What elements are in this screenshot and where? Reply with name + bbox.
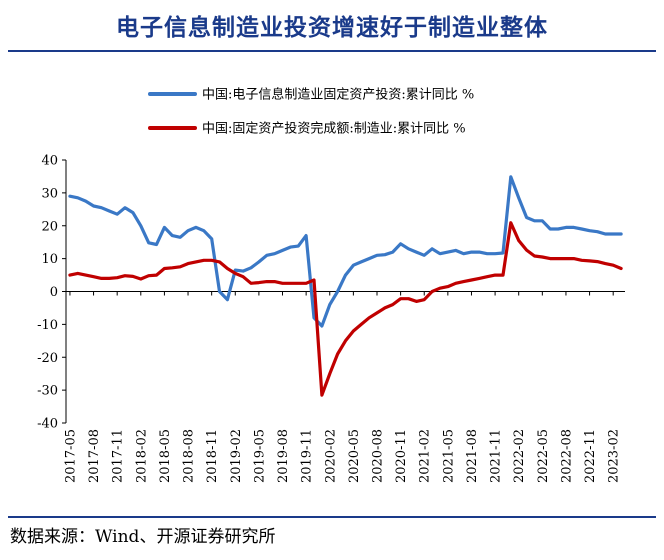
y-tick-label: 20 <box>41 219 58 234</box>
x-tick-label: 2023-02 <box>607 429 622 483</box>
chart-legend: 中国:电子信息制造业固定资产投资:累计同比 % 中国:固定资产投资完成额:制造业:… <box>148 87 474 137</box>
y-tick-label: 30 <box>41 186 58 201</box>
x-tick-label: 2018-11 <box>205 429 220 483</box>
y-tick-label: 0 <box>50 285 58 300</box>
y-tick-label: 40 <box>41 154 58 169</box>
x-tick-label: 2017-08 <box>87 429 102 483</box>
x-tick-label: 2020-11 <box>394 429 409 483</box>
x-tick-label: 2019-11 <box>300 429 315 483</box>
y-tick-label: -30 <box>37 384 58 399</box>
y-tick-label: 10 <box>41 252 58 267</box>
x-tick-label: 2022-05 <box>536 429 551 483</box>
x-tick-label: 2021-05 <box>441 429 456 483</box>
x-tick-label: 2022-11 <box>583 429 598 483</box>
y-tick-label: -20 <box>37 351 58 366</box>
x-tick-label: 2017-11 <box>111 429 126 483</box>
title-divider <box>8 50 656 52</box>
x-tick-label: 2021-08 <box>465 429 480 483</box>
x-tick-label: 2019-05 <box>252 429 267 483</box>
chart-title: 电子信息制造业投资增速好于制造业整体 <box>116 14 548 41</box>
x-tick-label: 2021-11 <box>489 429 504 483</box>
x-tick-label: 2020-08 <box>370 429 385 483</box>
series-line-1 <box>68 175 623 328</box>
x-tick-label: 2022-08 <box>559 429 574 483</box>
x-tick-label: 2018-05 <box>158 429 173 483</box>
x-tick-label: 2019-02 <box>229 429 244 483</box>
x-tick-label: 2021-02 <box>418 429 433 483</box>
chart-series <box>68 175 623 397</box>
x-tick-label: 2020-05 <box>347 429 362 483</box>
series-line-2 <box>68 221 623 397</box>
x-tick-label: 2019-08 <box>276 429 291 483</box>
x-tick-label: 2018-02 <box>134 429 149 483</box>
source-note: 数据来源：Wind、开源证券研究所 <box>10 527 276 547</box>
x-tick-label: 2020-02 <box>323 429 338 483</box>
x-tick-label: 2017-05 <box>63 429 78 483</box>
x-tick-label: 2018-08 <box>182 429 197 483</box>
legend-label-1: 中国:电子信息制造业固定资产投资:累计同比 % <box>202 87 474 103</box>
y-tick-label: -40 <box>37 417 58 432</box>
legend-label-2: 中国:固定资产投资完成额:制造业:累计同比 % <box>202 121 466 137</box>
y-tick-label: -10 <box>37 318 58 333</box>
x-tick-label: 2022-02 <box>512 429 527 483</box>
chart-axes: 40 30 20 10 0 -10 -20 -30 -40 2017-05 2017-08 2017-… <box>37 154 625 483</box>
line-chart: 中国:电子信息制造业固定资产投资:累计同比 % 中国:固定资产投资完成额:制造业:… <box>37 87 625 483</box>
source-divider <box>8 516 656 518</box>
